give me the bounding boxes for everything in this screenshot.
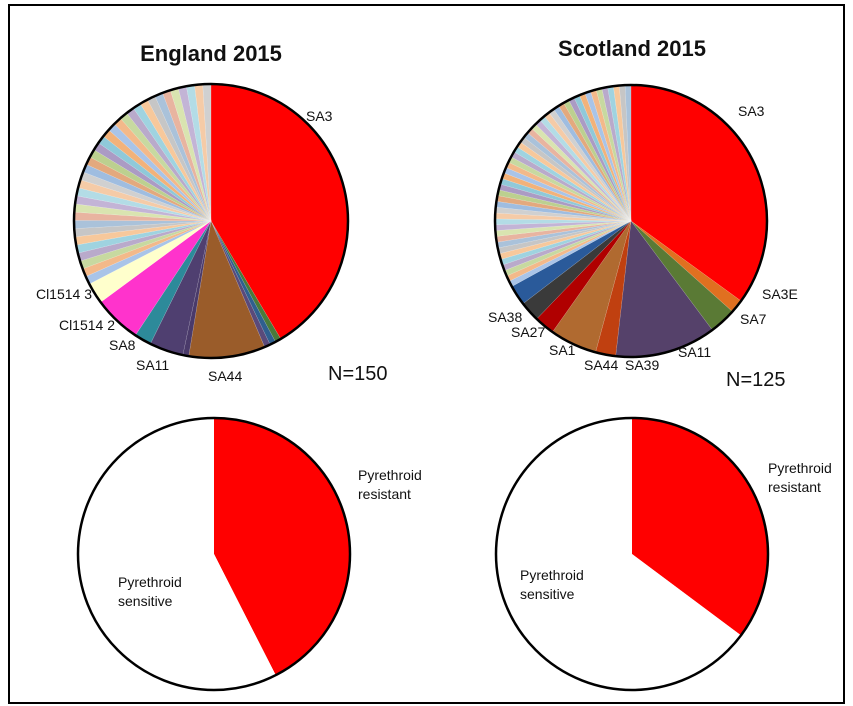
slice-label: SA27 xyxy=(511,324,545,340)
pie-outline xyxy=(493,83,769,359)
england-sensitive-label-line1: Pyrethroid xyxy=(118,574,182,590)
slice-label: SA3E xyxy=(762,286,798,302)
figure-frame xyxy=(8,4,845,704)
scotland-resistant-label-line2: resistant xyxy=(768,479,821,495)
england-resistance-pie xyxy=(76,416,352,692)
scotland-sensitive-label-line1: Pyrethroid xyxy=(520,567,584,583)
scotland-resistant-label-line1: Pyrethroid xyxy=(768,460,832,476)
slice-label: SA7 xyxy=(740,311,767,327)
england-resistant-label-line2: resistant xyxy=(358,486,411,502)
england-resistant-label-line1: Pyrethroid xyxy=(358,467,422,483)
pie-outline xyxy=(76,416,352,692)
pie-outline xyxy=(72,82,350,360)
pie-slice xyxy=(632,418,769,636)
slice-label: Cl1514 3 xyxy=(36,286,92,302)
scotland-resistance-pie xyxy=(494,416,770,692)
slice-label: SA3 xyxy=(738,103,765,119)
england-sensitive-label-line2: sensitive xyxy=(118,593,173,609)
slice-label: SA38 xyxy=(488,309,522,325)
scotland-title: Scotland 2015 xyxy=(558,36,706,61)
slice-label: SA8 xyxy=(109,337,136,353)
scotland-n-label: N=125 xyxy=(726,369,786,391)
pie-slice xyxy=(78,418,276,690)
england-n-label: N=150 xyxy=(328,363,388,385)
slice-label: SA44 xyxy=(208,368,242,384)
pie-outline xyxy=(494,416,770,692)
slice-label: SA39 xyxy=(625,357,659,373)
slice-label: SA3 xyxy=(306,108,333,124)
pie-slice xyxy=(496,418,742,690)
slice-label: SA44 xyxy=(584,357,618,373)
scotland-sensitive-label-line2: sensitive xyxy=(520,586,575,602)
slice-label: SA1 xyxy=(549,342,576,358)
england-title: England 2015 xyxy=(140,41,282,66)
slice-label: Cl1514 2 xyxy=(59,317,115,333)
pie-slice xyxy=(214,418,351,676)
slice-label: SA11 xyxy=(136,357,169,373)
slice-label: SA11 xyxy=(678,344,711,360)
